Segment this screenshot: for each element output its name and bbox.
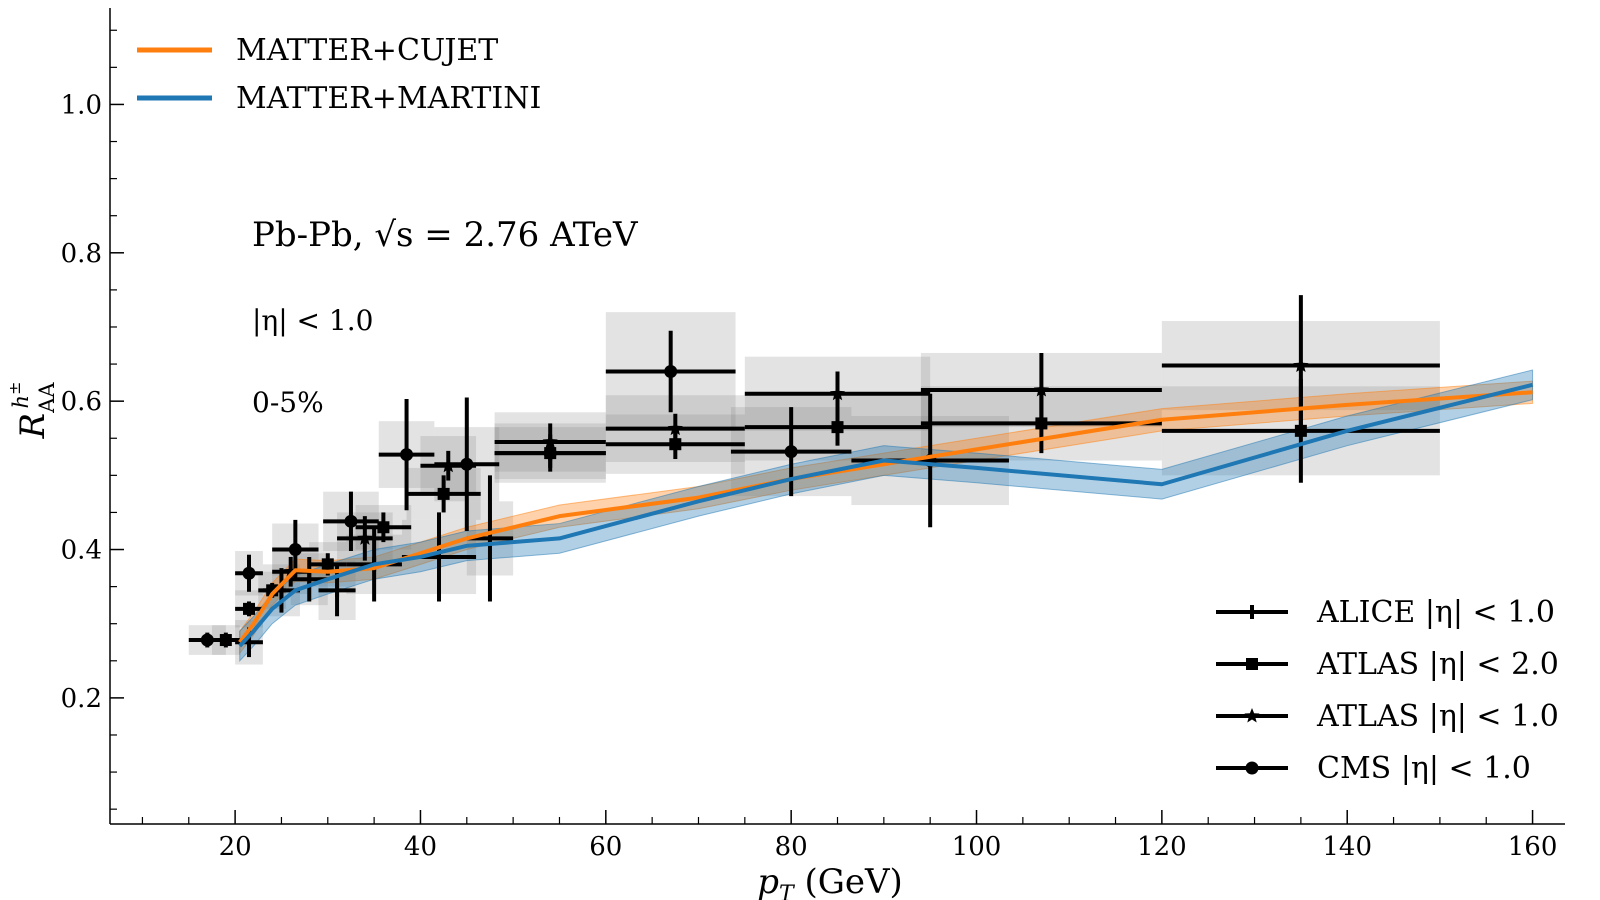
- marker-1-1: [243, 602, 256, 615]
- data-point-3-6: [494, 434, 606, 472]
- legend-marker-3: [1245, 761, 1259, 775]
- marker-3-1: [242, 566, 256, 580]
- series-line-0: [238, 390, 1533, 644]
- marker-2-1: [357, 530, 373, 545]
- x-tick-label-4: 100: [952, 832, 1002, 862]
- marker-1-5: [437, 487, 450, 500]
- marker-1-7: [669, 438, 682, 451]
- marker-1-3: [321, 558, 334, 571]
- data-point-3-3: [323, 491, 379, 552]
- x-tick-label-2: 60: [589, 832, 622, 862]
- model-curves: [238, 382, 1534, 648]
- legend-entry-cms: [1216, 761, 1288, 775]
- x-tick-label-0: 20: [219, 832, 252, 862]
- data-point-3-8: [730, 407, 852, 497]
- legend-label-cms: CMS |η| < 1.0: [1317, 751, 1531, 786]
- legend-label-martini: MATTER+MARTINI: [236, 81, 541, 116]
- legend-label-atlas-eta2: ATLAS |η| < 2.0: [1316, 647, 1559, 682]
- axes: 20 40 60 80 100 120 140 160 0.2 0.4 0.6 0.8 1.0: [61, 8, 1565, 862]
- marker-3-0: [200, 633, 214, 647]
- legend-label-atlas-eta1: ATLAS |η| < 1.0: [1316, 699, 1559, 734]
- data-point-2-1: [337, 516, 393, 561]
- data-point-3-5: [434, 397, 500, 531]
- legend-data: ALICE |η| < 1.0 ATLAS |η| < 2.0 ATLAS |η…: [1216, 595, 1559, 786]
- y-axis-title: RAAh±: [5, 382, 59, 440]
- annotation-system: Pb-Pb, √s = 2.76 ATeV: [252, 215, 639, 255]
- legend-marker-1: [1246, 658, 1258, 670]
- marker-2-4: [667, 420, 683, 436]
- band-0: [239, 380, 1534, 655]
- legend-entry-alice: [1216, 605, 1288, 619]
- marker-2-6: [1033, 382, 1049, 397]
- y-tick-label-3: 0.8: [61, 239, 102, 269]
- legend-label-cujet: MATTER+CUJET: [236, 33, 498, 68]
- marker-2-7: [1293, 357, 1309, 372]
- marker-3-2: [288, 543, 302, 557]
- marker-1-8: [831, 421, 844, 434]
- y-tick-label-0: 0.2: [61, 684, 102, 714]
- marker-2-0: [283, 563, 299, 579]
- data-point-1-1: [235, 601, 263, 617]
- marker-2-5: [829, 385, 846, 401]
- data-point-2-6: [920, 352, 1162, 428]
- x-tick-label-6: 140: [1322, 832, 1372, 862]
- x-axis-title: pT (GeV): [757, 862, 903, 900]
- marker-3-5: [460, 457, 474, 471]
- x-tick-label-1: 40: [404, 832, 437, 862]
- legend-marker-2: [1244, 708, 1260, 723]
- x-tick-label-5: 120: [1137, 832, 1187, 862]
- data-point-3-4: [378, 398, 435, 511]
- annotation-eta-cut: |η| < 1.0: [252, 304, 373, 337]
- marker-3-3: [344, 514, 358, 528]
- data-point-3-0: [188, 632, 226, 648]
- x-tick-label-3: 80: [775, 832, 808, 862]
- marker-3-8: [784, 445, 798, 459]
- legend-entry-atlas-eta2: [1216, 658, 1288, 670]
- legend-models: MATTER+CUJET MATTER+MARTINI: [137, 33, 541, 116]
- marker-3-6: [543, 446, 557, 460]
- legend-label-alice: ALICE |η| < 1.0: [1316, 595, 1555, 630]
- data-point-2-4: [605, 413, 745, 444]
- data-point-2-5: [744, 371, 931, 416]
- data-point-3-7: [605, 330, 736, 413]
- data-point-3-1: [235, 554, 263, 592]
- series-line-1: [238, 382, 1534, 648]
- marker-3-7: [664, 364, 678, 378]
- x-tick-label-7: 160: [1508, 832, 1558, 862]
- marker-3-4: [400, 448, 414, 462]
- y-tick-label-2: 0.6: [61, 387, 102, 417]
- y-tick-label-1: 0.4: [61, 536, 102, 566]
- marker-1-4: [377, 521, 390, 534]
- annotation-centrality: 0-5%: [252, 386, 324, 419]
- data-point-2-7: [1161, 295, 1440, 437]
- legend-entry-atlas-eta1: [1216, 708, 1288, 723]
- y-tick-label-4: 1.0: [61, 90, 102, 120]
